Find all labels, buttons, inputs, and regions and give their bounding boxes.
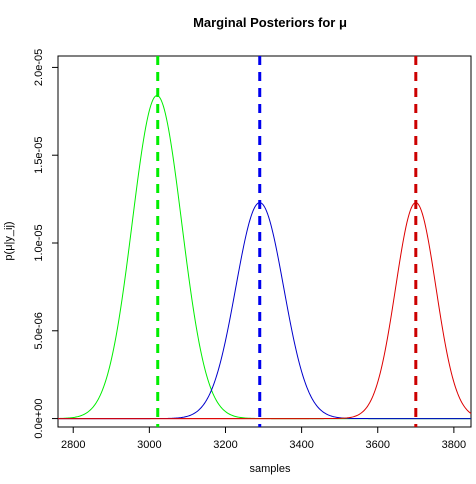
x-tick-label: 3800 xyxy=(442,439,466,451)
x-tick-label: 2800 xyxy=(61,439,85,451)
chart-title: Marginal Posteriors for μ xyxy=(193,15,347,30)
plot-frame xyxy=(57,55,472,428)
x-tick-label: 3600 xyxy=(365,439,389,451)
y-tick-label: 1.5e-05 xyxy=(33,137,45,174)
y-tick-label: 2.0e-05 xyxy=(33,49,45,86)
x-tick-label: 3200 xyxy=(213,439,237,451)
density-curve-1 xyxy=(57,94,471,420)
y-tick-label: 0.0e+00 xyxy=(33,399,45,439)
x-axis-label: samples xyxy=(250,463,291,475)
y-tick-label: 1.0e-05 xyxy=(33,224,45,261)
y-axis: 0.0e+00 5.0e-06 1.0e-05 1.5e-05 2.0e-05 xyxy=(33,49,58,439)
density-curve-3 xyxy=(58,202,472,420)
x-tick-label: 3400 xyxy=(289,439,313,451)
plot-area xyxy=(57,56,472,427)
y-axis-label: p(μ|y_ij) xyxy=(3,221,15,260)
x-tick-label: 3000 xyxy=(137,439,161,451)
y-tick-label: 5.0e-06 xyxy=(33,312,45,349)
x-axis: 2800 3000 3200 3400 3600 3800 xyxy=(61,427,466,451)
